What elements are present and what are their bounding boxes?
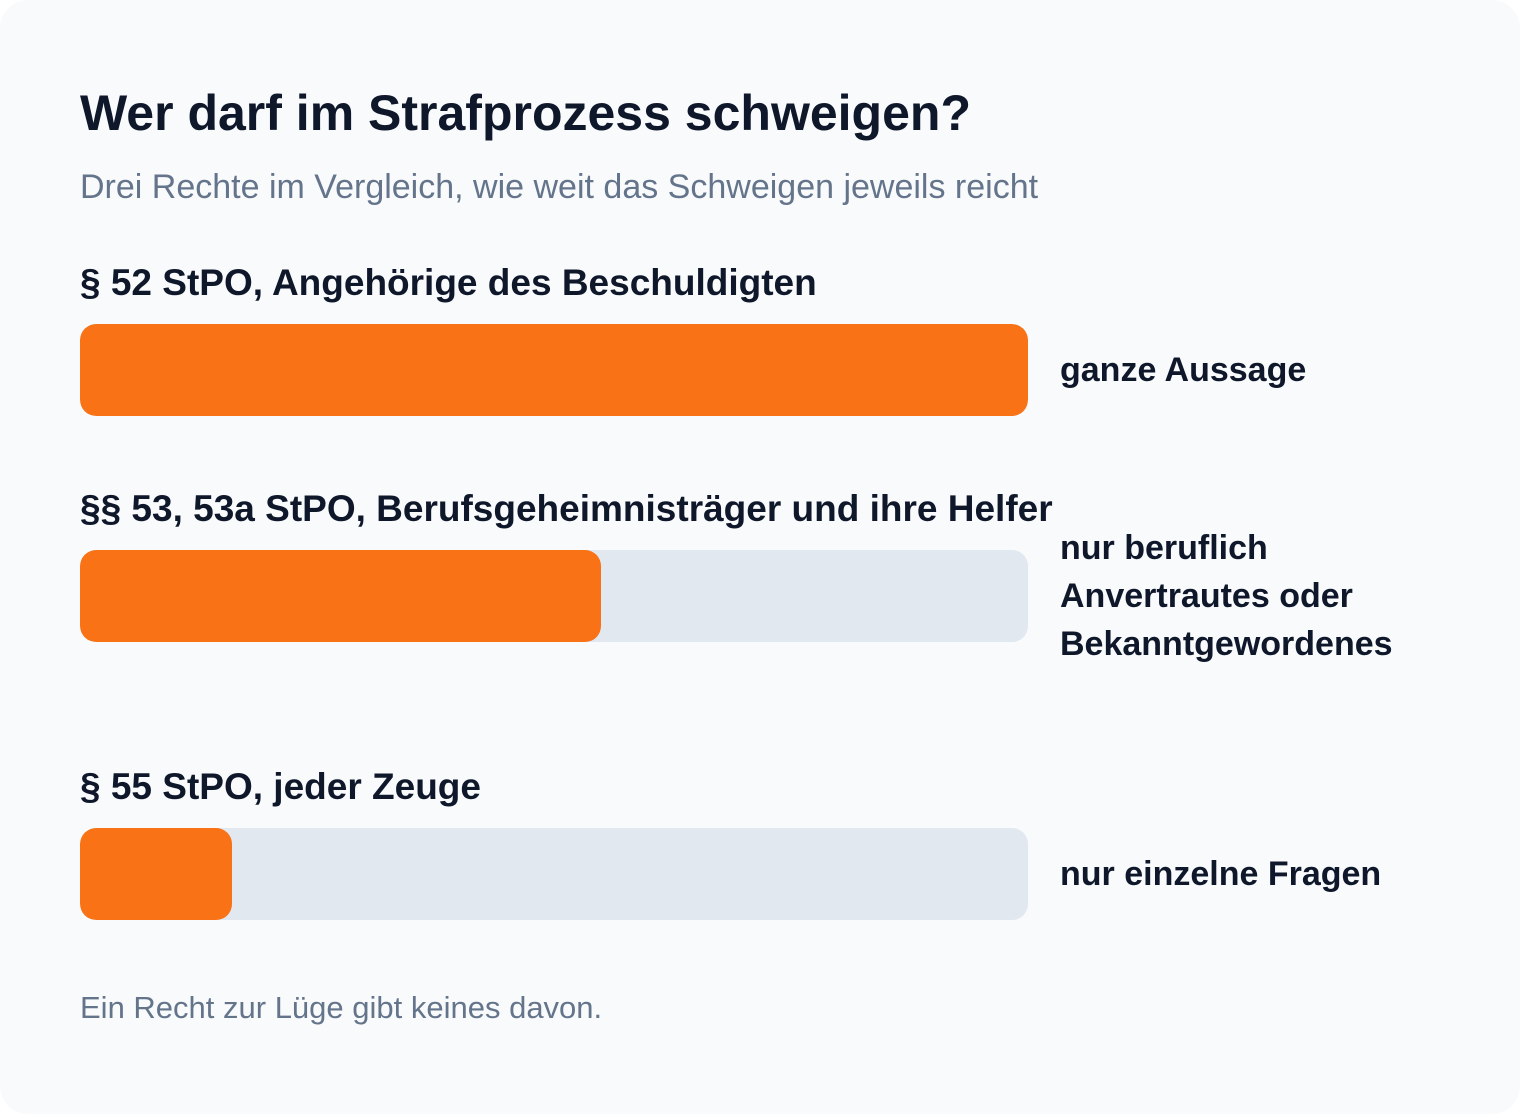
chart-subtitle: Drei Rechte im Vergleich, wie weit das S…	[80, 168, 1039, 206]
bar-track	[80, 550, 1028, 642]
scope-label: nur beruflich Anvertrautes oder Bekanntg…	[1060, 529, 1393, 663]
footnote: Ein Recht zur Lüge gibt keines davon.	[80, 990, 603, 1025]
scope-label: nur einzelne Fragen	[1060, 855, 1382, 893]
bar-track	[80, 828, 1028, 920]
chart-title: Wer darf im Strafprozess schweigen?	[80, 85, 971, 141]
scope-label: ganze Aussage	[1060, 351, 1307, 389]
bar	[80, 828, 232, 920]
bar	[80, 550, 602, 642]
category-label: §§ 53, 53a StPO, Berufsgeheimnisträger u…	[80, 488, 1053, 529]
bar	[80, 324, 1028, 416]
bar-track	[80, 324, 1028, 416]
category-label: § 52 StPO, Angehörige des Beschuldigten	[80, 262, 817, 303]
category-label: § 55 StPO, jeder Zeuge	[80, 766, 481, 807]
